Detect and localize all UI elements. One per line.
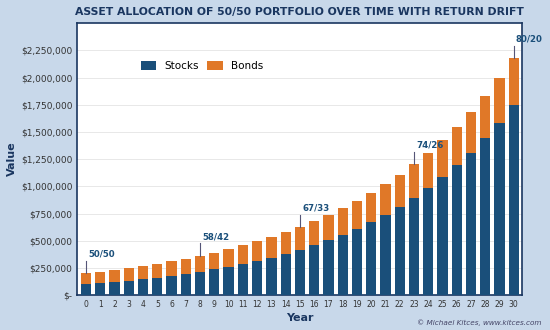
Text: 58/42: 58/42	[202, 232, 229, 241]
Bar	[409, 198, 419, 295]
Bar	[480, 138, 491, 295]
Bar	[181, 258, 191, 274]
Bar	[95, 283, 106, 295]
Bar	[138, 279, 148, 295]
Bar	[223, 267, 234, 295]
Bar	[295, 227, 305, 249]
Bar	[380, 184, 390, 214]
Bar	[509, 105, 519, 295]
Bar	[181, 274, 191, 295]
Bar	[509, 58, 519, 105]
Bar	[167, 261, 177, 276]
Text: 74/26: 74/26	[416, 141, 443, 150]
Bar	[338, 235, 348, 295]
Bar	[437, 177, 448, 295]
Bar	[323, 240, 333, 295]
Bar	[452, 165, 462, 295]
Bar	[338, 209, 348, 235]
Bar	[494, 78, 505, 123]
Bar	[238, 264, 248, 295]
Bar	[494, 123, 505, 295]
Bar	[409, 164, 419, 198]
Bar	[252, 241, 262, 261]
Bar	[167, 276, 177, 295]
Text: © Michael Kitces, www.kitces.com: © Michael Kitces, www.kitces.com	[417, 319, 542, 326]
Bar	[309, 245, 320, 295]
Bar	[309, 221, 320, 245]
Text: 67/33: 67/33	[302, 204, 329, 213]
Bar	[195, 256, 205, 272]
Bar	[266, 257, 277, 295]
Text: 50/50: 50/50	[88, 250, 115, 259]
Bar	[238, 246, 248, 264]
Bar	[81, 273, 91, 284]
Bar	[81, 284, 91, 295]
Bar	[480, 96, 491, 138]
Bar	[138, 266, 148, 279]
Bar	[209, 269, 219, 295]
Bar	[280, 232, 291, 254]
Bar	[124, 280, 134, 295]
Bar	[223, 249, 234, 267]
Bar	[352, 201, 362, 229]
Bar	[95, 272, 106, 283]
Bar	[109, 270, 120, 282]
Bar	[366, 222, 376, 295]
Bar	[152, 264, 162, 278]
Bar	[423, 188, 433, 295]
Bar	[394, 207, 405, 295]
Legend: Stocks, Bonds: Stocks, Bonds	[140, 61, 263, 71]
Bar	[380, 214, 390, 295]
Bar	[466, 152, 476, 295]
Bar	[195, 272, 205, 295]
Bar	[124, 268, 134, 280]
Bar	[266, 237, 277, 257]
Bar	[152, 278, 162, 295]
Y-axis label: Value: Value	[7, 142, 17, 177]
Bar	[452, 127, 462, 165]
Bar	[109, 282, 120, 295]
Bar	[366, 193, 376, 222]
Bar	[423, 153, 433, 188]
Bar	[466, 112, 476, 152]
X-axis label: Year: Year	[286, 313, 313, 323]
Title: ASSET ALLOCATION OF 50/50 PORTFOLIO OVER TIME WITH RETURN DRIFT: ASSET ALLOCATION OF 50/50 PORTFOLIO OVER…	[75, 7, 524, 17]
Bar	[252, 261, 262, 295]
Bar	[394, 175, 405, 207]
Text: 80/20: 80/20	[516, 35, 543, 44]
Bar	[352, 229, 362, 295]
Bar	[437, 141, 448, 177]
Bar	[295, 249, 305, 295]
Bar	[280, 254, 291, 295]
Bar	[209, 252, 219, 269]
Bar	[323, 215, 333, 240]
